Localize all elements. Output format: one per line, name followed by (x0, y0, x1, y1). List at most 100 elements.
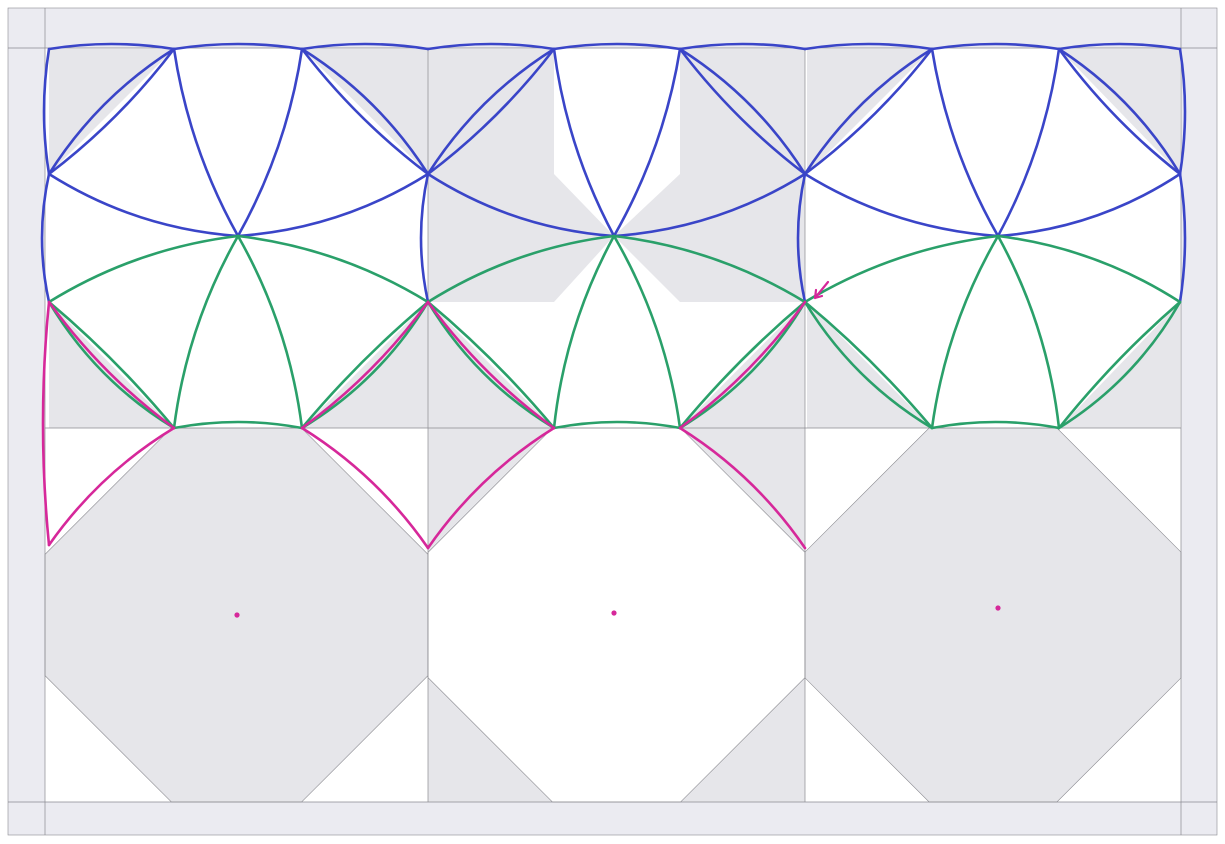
blue-arc-39 (1178, 47, 1187, 176)
green-arc-27 (1057, 300, 1182, 430)
blue-arc-26 (678, 47, 807, 176)
blue-arc-33 (803, 47, 934, 176)
blue-arc-20 (612, 47, 682, 238)
shaded-patch-9 (49, 302, 174, 428)
blue-arc-6 (678, 42, 807, 51)
blue-arc-11 (236, 47, 304, 238)
center-dot-2 (611, 610, 617, 616)
blue-arc-7 (803, 42, 934, 51)
blue-arc-24 (426, 47, 556, 176)
blue-arc-29 (996, 47, 1061, 238)
blue-arc-23 (426, 47, 556, 176)
blue-arc-22 (612, 172, 807, 238)
magenta-arc-5 (300, 300, 430, 430)
blue-arc-16 (300, 47, 430, 176)
shaded-patch-3 (428, 49, 554, 174)
green-arc-8 (300, 300, 430, 430)
green-arc-16 (426, 300, 556, 430)
blue-arc-10 (172, 47, 240, 238)
green-arc-23 (930, 420, 1061, 430)
blue-arc-34 (1057, 47, 1182, 176)
shaded-patch-13 (807, 302, 932, 428)
blue-arc-12 (47, 172, 240, 238)
shaded-patch-6 (1059, 49, 1180, 174)
blue-arc-1 (47, 42, 176, 51)
green-arc-14 (552, 420, 682, 430)
green-arc-13 (612, 234, 682, 430)
green-arc-7 (47, 300, 176, 430)
green-arc-4 (236, 234, 304, 430)
blue-arc-21 (426, 172, 616, 238)
blue-arc-38 (42, 47, 51, 176)
blue-arc-37 (1178, 172, 1187, 304)
blue-arc-31 (996, 172, 1182, 238)
seam-lines (7, 7, 1218, 836)
blue-arc-5 (552, 42, 682, 51)
blue-arc-4 (426, 42, 556, 51)
magenta-arc-7 (426, 426, 556, 550)
blue-arc-2 (172, 42, 304, 51)
magenta-arc-9 (678, 300, 807, 430)
shaded-patch-4 (680, 49, 805, 174)
blue-arc-13 (236, 172, 430, 238)
green-arc-25 (803, 300, 934, 430)
shaded-patch-14 (1059, 302, 1180, 428)
green-arc-6 (47, 300, 176, 430)
blue-arc-28 (930, 47, 1000, 238)
green-arc-12 (552, 234, 616, 430)
green-arc-22 (996, 234, 1061, 430)
center-dot-1 (234, 612, 240, 618)
blue-arc-30 (803, 172, 1000, 238)
shaded-patch-12 (680, 302, 805, 428)
center-dot-3 (995, 605, 1001, 611)
green-arc-20 (996, 234, 1182, 304)
magenta-arc-6 (426, 300, 556, 430)
green-arc-17 (678, 300, 807, 430)
blue-arc-32 (803, 47, 934, 176)
magenta-stitch-lines (41, 300, 807, 550)
blue-arc-25 (678, 47, 807, 176)
green-arc-3 (172, 234, 240, 430)
blue-arc-15 (47, 47, 176, 176)
green-arc-19 (803, 234, 1000, 304)
green-arc-11 (612, 234, 807, 304)
green-arc-18 (678, 300, 807, 430)
green-arc-9 (300, 300, 430, 430)
magenta-arc-2 (47, 300, 176, 430)
blue-arc-19 (552, 47, 616, 238)
shaded-patch-10 (302, 302, 428, 428)
magenta-arc-3 (47, 426, 176, 547)
green-arc-24 (803, 300, 934, 430)
shaded-patch-11 (428, 302, 554, 428)
shaded-patch-2 (302, 49, 428, 174)
blue-arc-9 (1057, 42, 1182, 51)
magenta-arc-1 (41, 300, 51, 547)
start-arrow-icon (813, 280, 830, 300)
blue-arc-8 (930, 42, 1061, 51)
blue-arc-17 (300, 47, 430, 176)
blue-arc-35 (1057, 47, 1182, 176)
markers (234, 280, 1001, 618)
green-stitch-lines (47, 234, 1182, 430)
blue-arc-18 (40, 172, 51, 304)
blue-arc-36 (796, 172, 807, 304)
magenta-arc-4 (300, 426, 430, 550)
green-arc-10 (426, 234, 616, 304)
green-arc-21 (930, 234, 1000, 430)
fabric-layer (8, 8, 1217, 835)
green-arc-1 (47, 234, 240, 304)
green-arc-2 (236, 234, 430, 304)
green-arc-5 (172, 420, 304, 430)
outer-edge (7, 7, 1218, 836)
blue-arc-27 (419, 172, 430, 304)
shaded-patch-5 (807, 49, 932, 174)
shaded-patch-1 (49, 49, 174, 174)
magenta-arc-8 (678, 426, 807, 550)
blue-stitch-lines (40, 42, 1187, 304)
shaded-patch-8 (614, 174, 805, 302)
shaded-patch-7 (428, 174, 614, 302)
blue-arc-14 (47, 47, 176, 176)
blue-arc-3 (300, 42, 430, 51)
